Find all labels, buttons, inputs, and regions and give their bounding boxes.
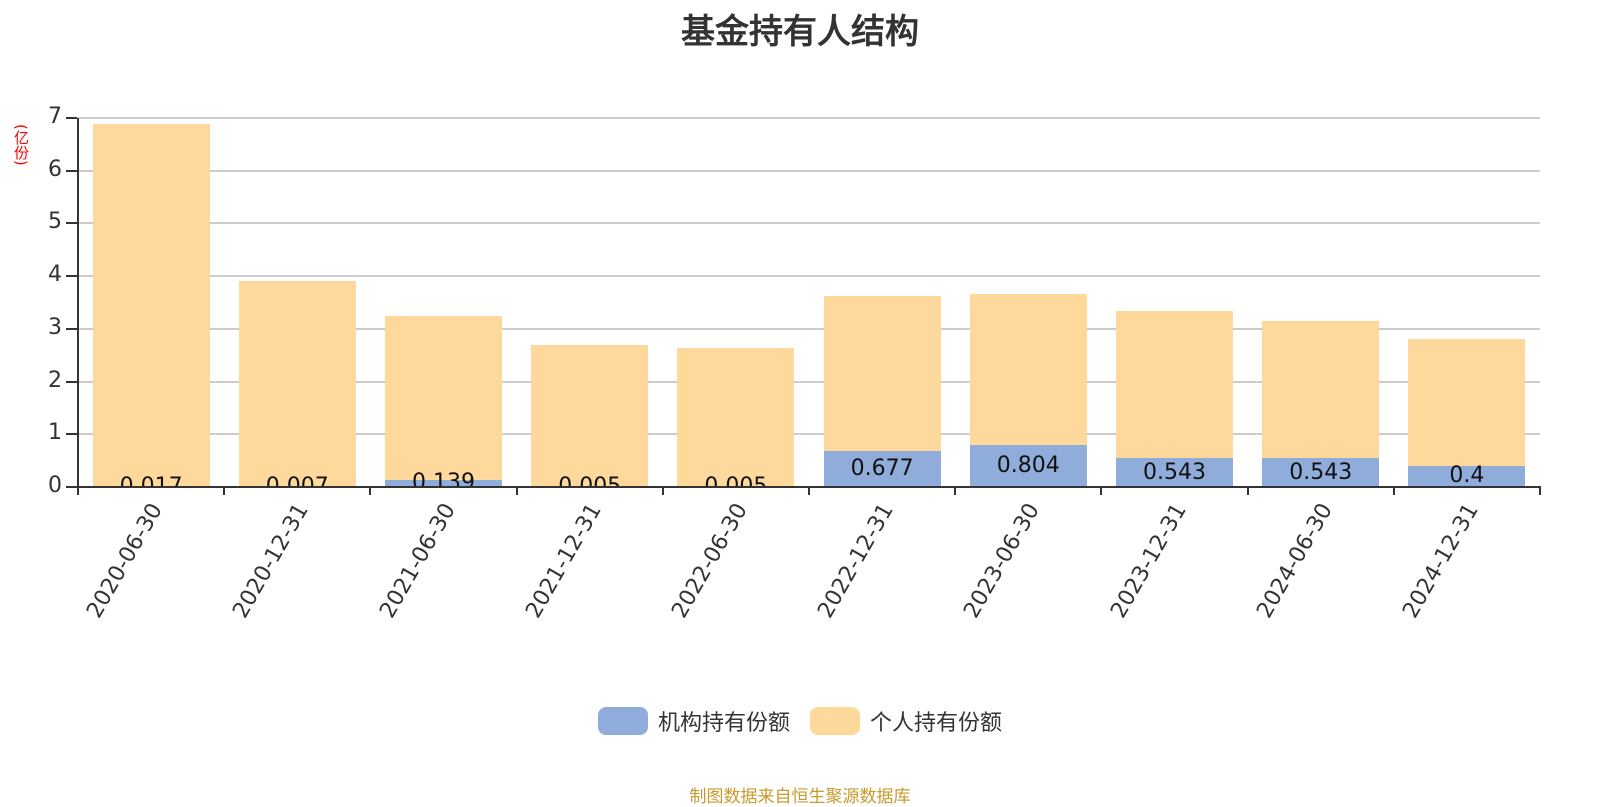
x-tick [1539,487,1541,495]
bar-value-label: 0.139 [385,471,502,487]
bar-value-label: 0.677 [824,457,941,481]
legend-label-personal: 个人持有份额 [870,705,1002,737]
data-source-footer: 制图数据来自恒生聚源数据库 [0,782,1600,807]
bar-segment-personal[interactable] [970,294,1087,445]
bar-segment-personal[interactable] [1262,321,1379,458]
x-tick-label: 2023-12-31 [1100,499,1192,633]
x-tick-label: 2022-06-30 [661,499,753,633]
x-tick-label: 2021-12-31 [515,499,607,633]
bar-2024-12-31[interactable]: 0.4 [1408,339,1525,487]
bar-2024-06-30[interactable]: 0.543 [1262,321,1379,487]
bar-2021-06-30[interactable]: 0.139 [385,316,502,487]
y-axis-line [77,118,79,488]
chart-title: 基金持有人结构 [0,4,1600,53]
bar-segment-personal[interactable] [93,124,210,486]
y-tick-label: 6 [30,159,62,181]
bar-2020-12-31[interactable]: 0.007 [239,281,356,487]
bar-segment-personal[interactable] [1408,339,1525,466]
y-tick [66,275,77,277]
bar-value-label: 0.4 [1408,464,1525,487]
x-tick [516,487,518,495]
bar-2023-12-31[interactable]: 0.543 [1116,311,1233,487]
y-tick-label: 1 [30,422,62,444]
bar-2022-12-31[interactable]: 0.677 [824,296,941,487]
legend-item-institutional[interactable]: 机构持有份额 [598,705,790,737]
bar-2021-12-31[interactable]: 0.005 [531,345,648,487]
x-tick-label: 2024-12-31 [1392,499,1484,633]
bar-2023-06-30[interactable]: 0.804 [970,294,1087,487]
bar-segment-personal[interactable] [824,296,941,452]
y-tick [66,328,77,330]
bar-segment-personal[interactable] [239,281,356,487]
y-tick-label: 7 [30,106,62,128]
bar-value-label: 0.804 [970,454,1087,478]
bar-segment-personal[interactable] [1116,311,1233,458]
bar-2020-06-30[interactable]: 0.017 [93,124,210,487]
x-tick [369,487,371,495]
x-tick [1247,487,1249,495]
y-tick [66,222,77,224]
x-tick [1100,487,1102,495]
x-tick [808,487,810,495]
y-tick-label: 2 [30,370,62,392]
x-tick-label: 2024-06-30 [1246,499,1338,633]
y-tick-label: 5 [30,211,62,233]
x-tick-label: 2022-12-31 [807,499,899,633]
legend-label-institutional: 机构持有份额 [658,705,790,737]
y-tick-label: 0 [30,475,62,497]
bar-value-label: 0.543 [1262,461,1379,485]
x-tick-label: 2021-06-30 [369,499,461,633]
y-tick [66,117,77,119]
legend-swatch-personal [810,707,860,735]
bar-segment-personal[interactable] [385,316,502,479]
bar-value-label: 0.543 [1116,461,1233,485]
x-tick [954,487,956,495]
y-tick-label: 3 [30,317,62,339]
x-tick [77,487,79,495]
y-tick [66,381,77,383]
x-tick [1393,487,1395,495]
y-tick-label: 4 [30,264,62,286]
legend-item-personal[interactable]: 个人持有份额 [810,705,1002,737]
y-tick [66,433,77,435]
legend: 机构持有份额 个人持有份额 [0,705,1600,737]
bar-segment-personal[interactable] [677,348,794,487]
y-tick [66,170,77,172]
x-tick-label: 2020-12-31 [222,499,314,633]
x-tick [662,487,664,495]
y-axis-unit-label: (亿份) [2,120,32,170]
y-tick [66,486,77,488]
x-tick-label: 2020-06-30 [76,499,168,633]
x-tick [223,487,225,495]
legend-swatch-institutional [598,707,648,735]
bar-2022-06-30[interactable]: 0.005 [677,348,794,487]
bar-segment-personal[interactable] [531,345,648,487]
x-tick-label: 2023-06-30 [953,499,1045,633]
